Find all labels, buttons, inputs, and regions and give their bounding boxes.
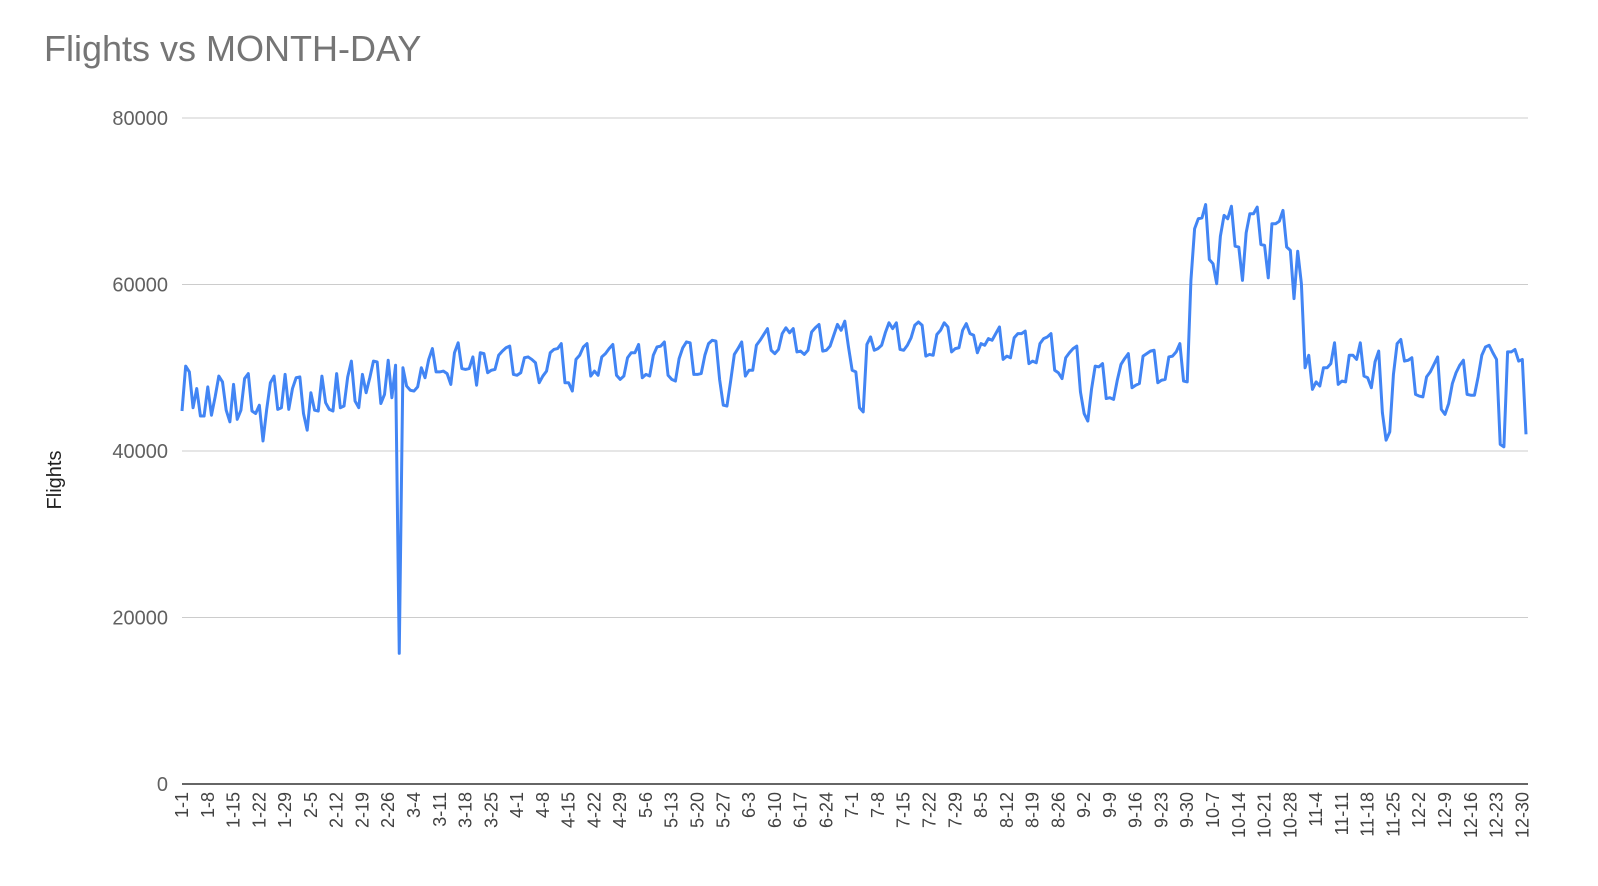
x-tick-label: 5-6 bbox=[636, 792, 656, 818]
x-tick-label: 7-1 bbox=[842, 792, 862, 818]
y-axis-ticks: 0 20000 40000 60000 80000 bbox=[112, 108, 168, 796]
x-tick-label: 7-29 bbox=[945, 792, 965, 828]
y-tick-label: 0 bbox=[157, 774, 168, 796]
x-tick-label: 4-1 bbox=[507, 792, 527, 818]
x-tick-label: 9-16 bbox=[1126, 792, 1146, 828]
x-axis-ticks: 1-1 1-8 1-15 1-22 1-29 2-5 2-12 2-19 2-26 3-4 3-11… bbox=[172, 792, 1532, 838]
x-tick-label: 9-30 bbox=[1177, 792, 1197, 828]
x-tick-label: 10-7 bbox=[1203, 792, 1223, 828]
y-tick-label: 80000 bbox=[112, 108, 168, 130]
x-tick-label: 2-12 bbox=[327, 792, 347, 828]
x-tick-label: 12-2 bbox=[1409, 792, 1429, 828]
x-tick-label: 5-13 bbox=[662, 792, 682, 828]
x-tick-label: 8-12 bbox=[997, 792, 1017, 828]
x-tick-label: 8-5 bbox=[971, 792, 991, 818]
x-tick-label: 7-8 bbox=[868, 792, 888, 818]
x-tick-label: 11-4 bbox=[1306, 792, 1326, 827]
x-tick-label: 4-8 bbox=[533, 792, 553, 818]
x-tick-label: 1-8 bbox=[198, 792, 218, 818]
x-tick-label: 3-18 bbox=[456, 792, 476, 828]
x-tick-label: 2-19 bbox=[352, 792, 372, 828]
x-tick-label: 7-22 bbox=[919, 792, 939, 828]
x-tick-label: 10-21 bbox=[1255, 792, 1275, 838]
x-tick-label: 5-27 bbox=[713, 792, 733, 828]
x-tick-label: 10-14 bbox=[1229, 792, 1249, 838]
x-tick-label: 2-5 bbox=[301, 792, 321, 818]
x-tick-label: 12-30 bbox=[1512, 792, 1532, 838]
x-tick-label: 6-17 bbox=[791, 792, 811, 828]
y-axis-label: Flights bbox=[44, 451, 66, 510]
x-tick-label: 1-1 bbox=[172, 792, 192, 818]
x-tick-label: 9-2 bbox=[1074, 792, 1094, 818]
x-tick-label: 5-20 bbox=[688, 792, 708, 828]
x-tick-label: 4-29 bbox=[610, 792, 630, 828]
x-tick-label: 1-22 bbox=[249, 792, 269, 828]
x-tick-label: 3-25 bbox=[481, 792, 501, 828]
x-tick-label: 8-26 bbox=[1048, 792, 1068, 828]
x-tick-label: 10-28 bbox=[1280, 792, 1300, 838]
y-tick-label: 20000 bbox=[112, 608, 168, 630]
x-tick-label: 3-4 bbox=[404, 792, 424, 818]
x-tick-label: 9-23 bbox=[1151, 792, 1171, 828]
x-tick-label: 3-11 bbox=[430, 792, 450, 827]
gridlines bbox=[182, 117, 1528, 618]
series-line-flights bbox=[180, 203, 1528, 655]
y-tick-label: 60000 bbox=[112, 275, 168, 297]
x-tick-label: 6-3 bbox=[739, 792, 759, 818]
x-tick-label: 11-18 bbox=[1358, 792, 1378, 837]
x-tick-label: 12-23 bbox=[1487, 792, 1507, 838]
x-tick-label: 8-19 bbox=[1023, 792, 1043, 828]
chart-title: Flights vs MONTH-DAY bbox=[44, 28, 422, 69]
x-tick-label: 11-11 bbox=[1332, 792, 1352, 835]
x-tick-label: 7-15 bbox=[894, 792, 914, 828]
x-tick-label: 9-9 bbox=[1100, 792, 1120, 818]
x-tick-label: 4-22 bbox=[584, 792, 604, 828]
x-tick-label: 1-29 bbox=[275, 792, 295, 828]
x-tick-label: 12-9 bbox=[1435, 792, 1455, 828]
x-tick-label: 2-26 bbox=[378, 792, 398, 828]
x-tick-label: 4-15 bbox=[559, 792, 579, 828]
x-tick-label: 11-25 bbox=[1383, 792, 1403, 837]
x-tick-label: 1-15 bbox=[224, 792, 244, 828]
y-tick-label: 40000 bbox=[112, 441, 168, 463]
x-tick-label: 12-16 bbox=[1461, 792, 1481, 838]
x-tick-label: 6-24 bbox=[816, 792, 836, 828]
x-tick-label: 6-10 bbox=[765, 792, 785, 828]
